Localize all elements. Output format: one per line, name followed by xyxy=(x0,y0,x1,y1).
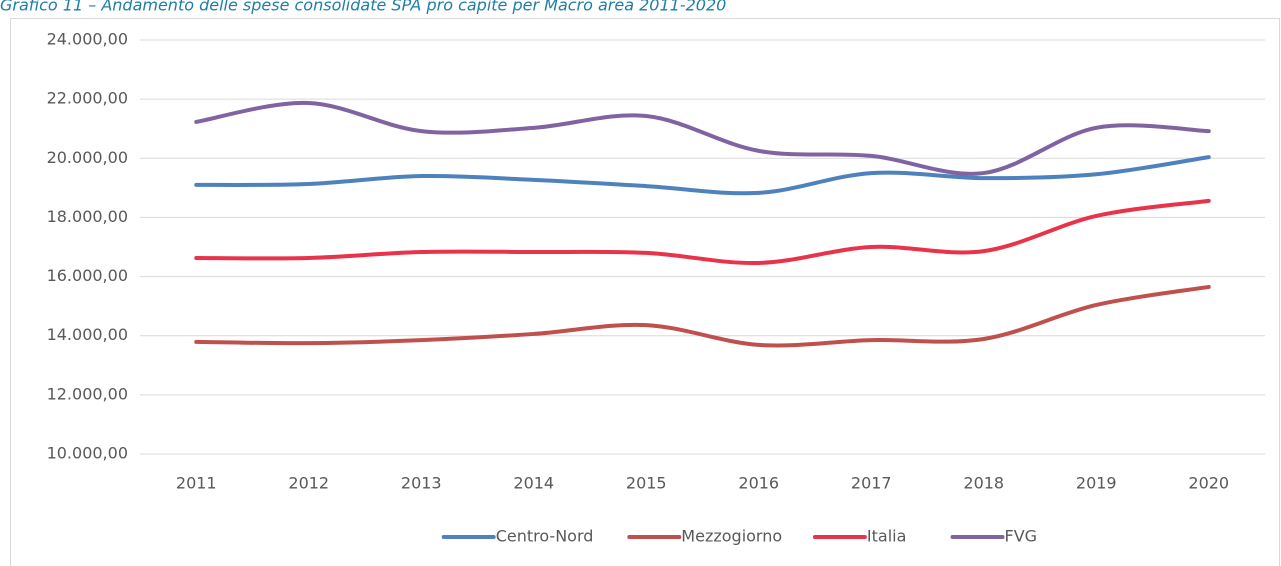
x-tick-label: 2015 xyxy=(626,474,667,493)
x-tick-label: 2014 xyxy=(513,474,554,493)
legend-label: Centro-Nord xyxy=(496,527,594,546)
x-tick-label: 2017 xyxy=(851,474,892,493)
y-tick-label: 20.000,00 xyxy=(47,148,128,167)
x-tick-label: 2013 xyxy=(401,474,442,493)
x-tick-label: 2018 xyxy=(963,474,1004,493)
y-tick-label: 16.000,00 xyxy=(47,266,128,285)
legend-label: Mezzogiorno xyxy=(681,527,782,546)
x-tick-label: 2011 xyxy=(176,474,217,493)
legend-label: Italia xyxy=(867,527,907,546)
y-tick-label: 14.000,00 xyxy=(47,325,128,344)
y-tick-label: 24.000,00 xyxy=(47,30,128,49)
x-tick-label: 2016 xyxy=(738,474,779,493)
x-tick-label: 2020 xyxy=(1188,474,1229,493)
series-line xyxy=(194,284,1211,348)
x-tick-label: 2019 xyxy=(1076,474,1117,493)
legend-label: FVG xyxy=(1005,527,1038,546)
y-tick-label: 18.000,00 xyxy=(47,207,128,226)
chart-title: Grafico 11 – Andamento delle spese conso… xyxy=(0,0,726,15)
series-line xyxy=(194,198,1211,265)
series-line xyxy=(194,155,1211,196)
y-tick-label: 12.000,00 xyxy=(47,384,128,403)
x-tick-label: 2012 xyxy=(288,474,329,493)
chart-frame xyxy=(10,18,1280,566)
y-tick-label: 22.000,00 xyxy=(47,89,128,108)
series-line xyxy=(194,100,1211,176)
y-tick-label: 10.000,00 xyxy=(47,444,128,463)
